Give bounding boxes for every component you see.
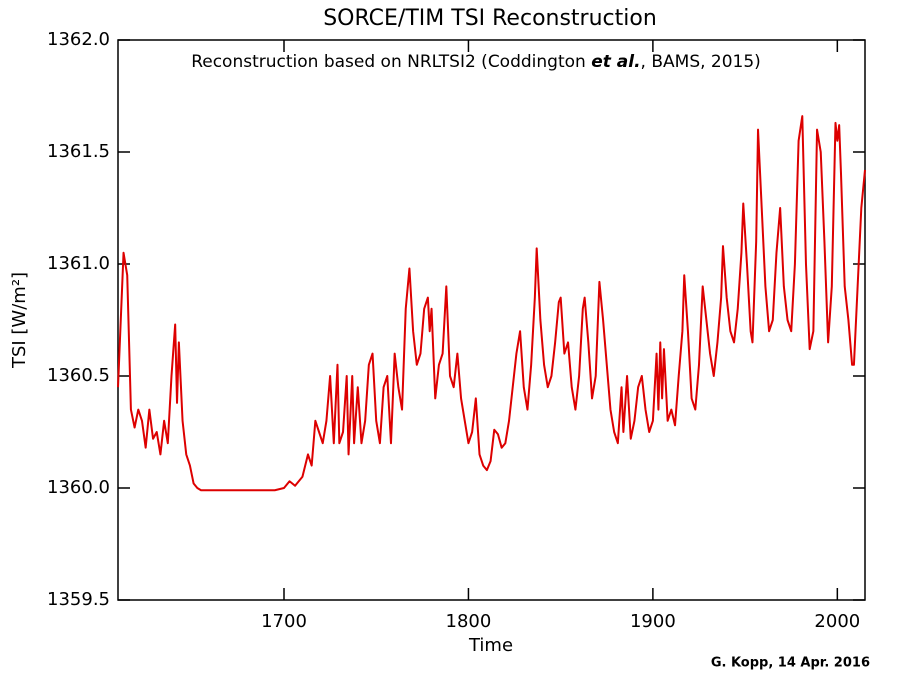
- chart-title: SORCE/TIM TSI Reconstruction: [323, 6, 657, 31]
- y-tick-label: 1361.5: [47, 141, 110, 162]
- data-line: [117, 115, 866, 492]
- x-tick-label: 2000: [814, 611, 860, 632]
- x-axis-label: Time: [468, 635, 513, 656]
- y-axis-label: TSI [W/m²]: [9, 272, 30, 369]
- y-tick-label: 1362.0: [47, 29, 110, 50]
- plot-frame: [117, 39, 866, 601]
- x-tick-label: 1800: [446, 611, 492, 632]
- y-tick-label: 1360.5: [47, 365, 110, 386]
- annotation-part: Reconstruction based on NRLTSI2 (Codding…: [191, 52, 591, 72]
- y-tick-label: 1361.0: [47, 253, 110, 274]
- annotation: Reconstruction based on NRLTSI2 (Codding…: [191, 52, 761, 72]
- footer: G. Kopp, 14 Apr. 2016: [711, 656, 870, 671]
- y-tick-label: 1360.0: [47, 477, 110, 498]
- annotation-part: et al.: [591, 52, 640, 72]
- x-tick-label: 1700: [261, 611, 307, 632]
- annotation-part: , BAMS, 2015): [641, 52, 761, 72]
- x-tick-label: 1900: [630, 611, 676, 632]
- y-tick-label: 1359.5: [47, 589, 110, 610]
